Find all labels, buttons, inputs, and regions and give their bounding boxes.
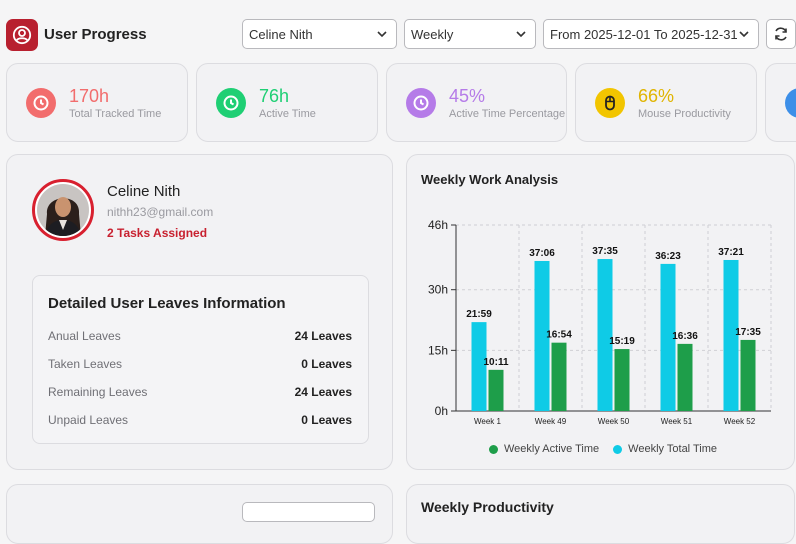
stat-label: Total Tracked Time xyxy=(69,107,162,120)
legend-label: Weekly Active Time xyxy=(504,443,600,455)
stat-value: 66% xyxy=(638,85,675,106)
leaves-title: Detailed User Leaves Information xyxy=(48,295,286,312)
stat-card-partial xyxy=(765,63,796,142)
stat-label: Active Time Percentage xyxy=(449,107,566,120)
leave-row: Taken Leaves 0 Leaves xyxy=(48,357,352,373)
chevron-down-icon xyxy=(516,31,526,38)
bar-total xyxy=(471,322,487,411)
legend-dot xyxy=(489,444,498,454)
y-tick-label: 0h xyxy=(435,404,448,418)
stat-label: Active Time xyxy=(259,107,316,120)
user-name: Celine Nith xyxy=(107,183,181,200)
legend-item-total[interactable]: Weekly Total Time xyxy=(613,443,717,455)
date-range-value: From 2025-12-01 To 2025-12-31 xyxy=(550,26,738,42)
stat-card-active-percentage: 45% Active Time Percentage xyxy=(386,63,567,142)
x-tick-label: Week 50 xyxy=(598,417,630,426)
data-label-total: 37:35 xyxy=(592,246,618,257)
stat-card-mouse-productivity: 66% Mouse Productivity xyxy=(575,63,757,142)
data-label-active: 16:36 xyxy=(672,331,698,342)
bar-total xyxy=(723,259,739,411)
stat-value: 170h xyxy=(69,85,110,106)
avatar xyxy=(32,179,94,241)
period-select[interactable]: Weekly xyxy=(404,19,536,49)
calendar-icon xyxy=(785,87,796,118)
clock-icon xyxy=(406,87,436,118)
user-circle-icon xyxy=(12,25,32,45)
period-select-value: Weekly xyxy=(411,26,454,42)
data-label-total: 21:59 xyxy=(466,309,492,320)
bar-active xyxy=(614,349,630,411)
chevron-down-icon xyxy=(377,31,387,38)
stat-card-total-tracked: 170h Total Tracked Time xyxy=(6,63,188,142)
x-tick-label: Week 1 xyxy=(474,417,502,426)
bar-active xyxy=(740,339,756,411)
bar-total xyxy=(660,263,676,411)
bar-active xyxy=(551,342,567,411)
mouse-icon xyxy=(595,87,625,118)
page-title: User Progress xyxy=(44,26,147,43)
leave-row: Remaining Leaves 24 Leaves xyxy=(48,385,352,401)
x-tick-label: Week 49 xyxy=(535,417,567,426)
refresh-icon xyxy=(775,27,787,41)
data-label-active: 15:19 xyxy=(609,336,635,347)
app-logo xyxy=(6,19,38,51)
avatar-photo xyxy=(37,184,89,236)
user-select[interactable]: Celine Nith xyxy=(242,19,397,49)
chevron-down-icon xyxy=(739,31,749,38)
user-select-value: Celine Nith xyxy=(249,26,313,42)
leave-value: 24 Leaves xyxy=(294,385,352,399)
date-range-select[interactable]: From 2025-12-01 To 2025-12-31 xyxy=(543,19,759,49)
data-label-active: 17:35 xyxy=(735,327,761,338)
data-label-total: 37:21 xyxy=(718,247,744,258)
y-tick-label: 15h xyxy=(428,343,448,357)
stat-label: Mouse Productivity xyxy=(638,107,731,120)
x-tick-label: Week 51 xyxy=(661,417,693,426)
data-label-total: 37:06 xyxy=(529,248,555,259)
clock-icon xyxy=(216,87,246,118)
user-email: nithh23@gmail.com xyxy=(107,205,214,219)
stat-card-active-time: 76h Active Time xyxy=(196,63,378,142)
leave-label: Unpaid Leaves xyxy=(48,413,129,427)
data-label-total: 36:23 xyxy=(655,251,681,262)
bar-active xyxy=(677,343,693,411)
refresh-button[interactable] xyxy=(766,19,796,49)
leave-value: 24 Leaves xyxy=(294,329,352,343)
data-label-active: 10:11 xyxy=(483,357,508,368)
leave-value: 0 Leaves xyxy=(301,413,352,427)
data-label-active: 16:54 xyxy=(546,330,572,341)
leave-row: Anual Leaves 24 Leaves xyxy=(48,329,352,345)
legend-dot xyxy=(613,444,623,454)
y-tick-label: 46h xyxy=(428,218,448,232)
leaves-card: Detailed User Leaves Information Anual L… xyxy=(32,275,369,444)
bar-total xyxy=(597,259,613,411)
bar-total xyxy=(534,260,550,411)
legend-label: Weekly Total Time xyxy=(628,443,718,455)
y-tick-label: 30h xyxy=(428,283,448,297)
bottom-select[interactable] xyxy=(242,502,375,522)
tasks-assigned[interactable]: 2 Tasks Assigned xyxy=(107,226,208,240)
stat-value: 76h xyxy=(259,85,290,106)
stat-value: 45% xyxy=(449,85,486,106)
chart-title: Weekly Work Analysis xyxy=(421,172,559,187)
leave-label: Remaining Leaves xyxy=(48,385,148,399)
weekly-work-chart: 0h 15h 30h 46h 21:59 10:11 Week 1 37:06 16:54 Wee… xyxy=(428,218,772,426)
leave-value: 0 Leaves xyxy=(301,357,352,371)
productivity-title: Weekly Productivity xyxy=(421,499,554,515)
clock-icon xyxy=(26,87,56,118)
bar-active xyxy=(488,369,504,411)
leave-label: Taken Leaves xyxy=(48,357,123,371)
leave-row: Unpaid Leaves 0 Leaves xyxy=(48,413,352,429)
leave-label: Anual Leaves xyxy=(48,329,121,343)
x-tick-label: Week 52 xyxy=(724,417,756,426)
legend-item-active[interactable]: Weekly Active Time xyxy=(489,443,599,455)
chart-legend: Weekly Active Time Weekly Total Time xyxy=(489,443,731,455)
